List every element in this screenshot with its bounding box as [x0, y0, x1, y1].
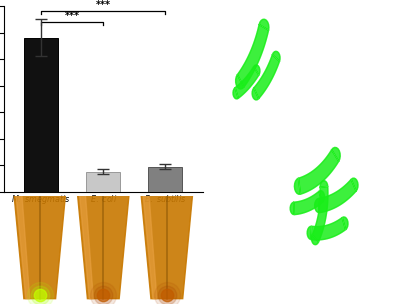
- Polygon shape: [307, 217, 348, 240]
- Polygon shape: [307, 217, 348, 240]
- Point: [164, 293, 170, 298]
- Text: B: B: [218, 15, 227, 28]
- Polygon shape: [315, 178, 358, 213]
- Point: [164, 293, 170, 298]
- Point: [36, 293, 43, 298]
- Point: [164, 293, 170, 298]
- Polygon shape: [236, 19, 269, 89]
- Text: 5 µm: 5 µm: [346, 16, 362, 21]
- Polygon shape: [315, 178, 358, 213]
- Polygon shape: [236, 19, 269, 89]
- Polygon shape: [14, 194, 66, 299]
- Bar: [148, 166, 182, 192]
- Polygon shape: [312, 181, 328, 245]
- Point: [100, 293, 106, 298]
- Polygon shape: [294, 147, 340, 194]
- Polygon shape: [16, 194, 30, 299]
- Point: [100, 293, 106, 298]
- Polygon shape: [233, 65, 260, 99]
- Text: ***: ***: [96, 0, 111, 10]
- Point: [100, 293, 106, 298]
- Polygon shape: [290, 191, 324, 215]
- Bar: [86, 172, 120, 192]
- Polygon shape: [141, 194, 193, 299]
- Polygon shape: [252, 51, 280, 100]
- Polygon shape: [312, 181, 328, 245]
- Polygon shape: [290, 191, 324, 215]
- Polygon shape: [294, 147, 340, 194]
- Text: ***: ***: [65, 11, 80, 21]
- Polygon shape: [80, 194, 93, 299]
- Point: [36, 293, 43, 298]
- Polygon shape: [143, 194, 157, 299]
- Point: [36, 293, 43, 298]
- Polygon shape: [233, 65, 260, 99]
- Bar: [24, 38, 58, 192]
- Polygon shape: [78, 194, 129, 299]
- Polygon shape: [252, 51, 280, 100]
